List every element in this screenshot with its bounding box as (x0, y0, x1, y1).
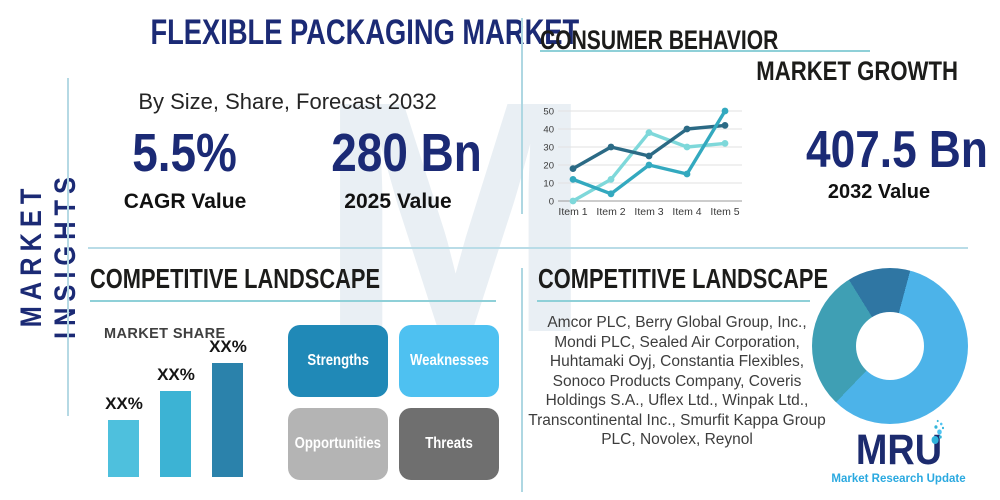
market-share-bar-1-label: XX% (105, 394, 143, 413)
competitive-landscape-left-heading: COMPETITIVE LANDSCAPE (90, 263, 462, 295)
page-title: FLEXIBLE PACKAGING MARKET (90, 13, 579, 53)
svg-text:0: 0 (549, 197, 554, 208)
svg-text:50: 50 (543, 107, 554, 118)
market-share-bar-1 (108, 420, 139, 477)
value-2025-stat: 280 Bn (318, 122, 482, 184)
svg-text:Item 4: Item 4 (672, 206, 701, 218)
company-share-donut-chart (812, 268, 968, 424)
swot-weaknesses-box: Weaknesses (399, 325, 499, 397)
swot-threats-box: Threats (399, 408, 499, 480)
svg-text:20: 20 (543, 161, 554, 172)
cagr-value-label: CAGR Value (123, 190, 247, 213)
swot-strengths-label: Strengths (307, 352, 369, 369)
logo-splash-icon (931, 419, 944, 444)
value-2025-label: 2025 Value (344, 190, 452, 213)
market-share-bar-chart: XX% XX% XX% (105, 330, 273, 477)
company-list: Amcor PLC, Berry Global Group, Inc., Mon… (528, 314, 826, 448)
swot-grid: Strengths Weaknesses Opportunities Threats (288, 325, 499, 480)
value-2025-text: 280 Bn (331, 123, 482, 183)
svg-text:Item 3: Item 3 (634, 206, 663, 218)
svg-text:Item 2: Item 2 (596, 206, 625, 218)
center-vertical-divider-top (521, 18, 523, 214)
vertical-market-insights-label: MARKET INSIGHTS (15, 170, 82, 340)
mru-logo-tagline: Market Research Update (831, 473, 966, 485)
horizontal-divider (88, 247, 968, 249)
market-growth-text: MARKET GROWTH (756, 56, 958, 86)
market-share-bar-2 (160, 391, 191, 477)
value-2032-stat: 407.5 Bn (790, 120, 988, 180)
competitive-landscape-left-text: COMPETITIVE LANDSCAPE (90, 263, 381, 294)
svg-text:10: 10 (543, 179, 554, 190)
cagr-value-stat: 5.5% (105, 122, 265, 184)
value-2032-label: 2032 Value (827, 181, 931, 203)
consumer-behavior-underline (540, 50, 870, 52)
page-title-text: FLEXIBLE PACKAGING MARKET (150, 13, 580, 52)
swot-strengths-box: Strengths (288, 325, 388, 397)
market-share-bar-2-label: XX% (157, 365, 195, 384)
left-vertical-divider (67, 78, 69, 416)
svg-text:Item 1: Item 1 (558, 206, 587, 218)
swot-opportunities-label: Opportunities (294, 435, 382, 452)
center-vertical-divider-bottom (521, 268, 523, 492)
competitive-landscape-right-text: COMPETITIVE LANDSCAPE (538, 263, 829, 294)
donut-hole (856, 312, 924, 380)
swot-threats-label: Threats (425, 435, 473, 452)
svg-text:30: 30 (543, 143, 554, 154)
competitive-landscape-right-underline (537, 300, 810, 302)
mru-logo-text: MRU (855, 419, 944, 472)
cagr-value-text: 5.5% (132, 123, 238, 183)
page-subtitle: By Size, Share, Forecast 2032 (138, 89, 437, 114)
market-growth-line-chart: 0 10 20 30 40 50 Item 1 Item 2 Item 3 Item 4 Item … (543, 107, 742, 218)
svg-text:Item 5: Item 5 (710, 206, 739, 218)
value-2032-text: 407.5 Bn (806, 121, 988, 179)
swot-opportunities-box: Opportunities (288, 408, 388, 480)
competitive-landscape-left-underline (90, 300, 496, 302)
svg-text:40: 40 (543, 125, 554, 136)
market-share-label: MARKET SHARE (104, 326, 226, 342)
mru-logo: MRU Market Research Update (826, 419, 971, 485)
competitive-landscape-right-heading: COMPETITIVE LANDSCAPE (538, 263, 910, 295)
market-share-bar-3-label: XX% (209, 337, 247, 356)
swot-weaknesses-label: Weaknesses (409, 352, 489, 369)
market-share-bar-3 (212, 363, 243, 477)
market-growth-heading: MARKET GROWTH (640, 56, 958, 87)
